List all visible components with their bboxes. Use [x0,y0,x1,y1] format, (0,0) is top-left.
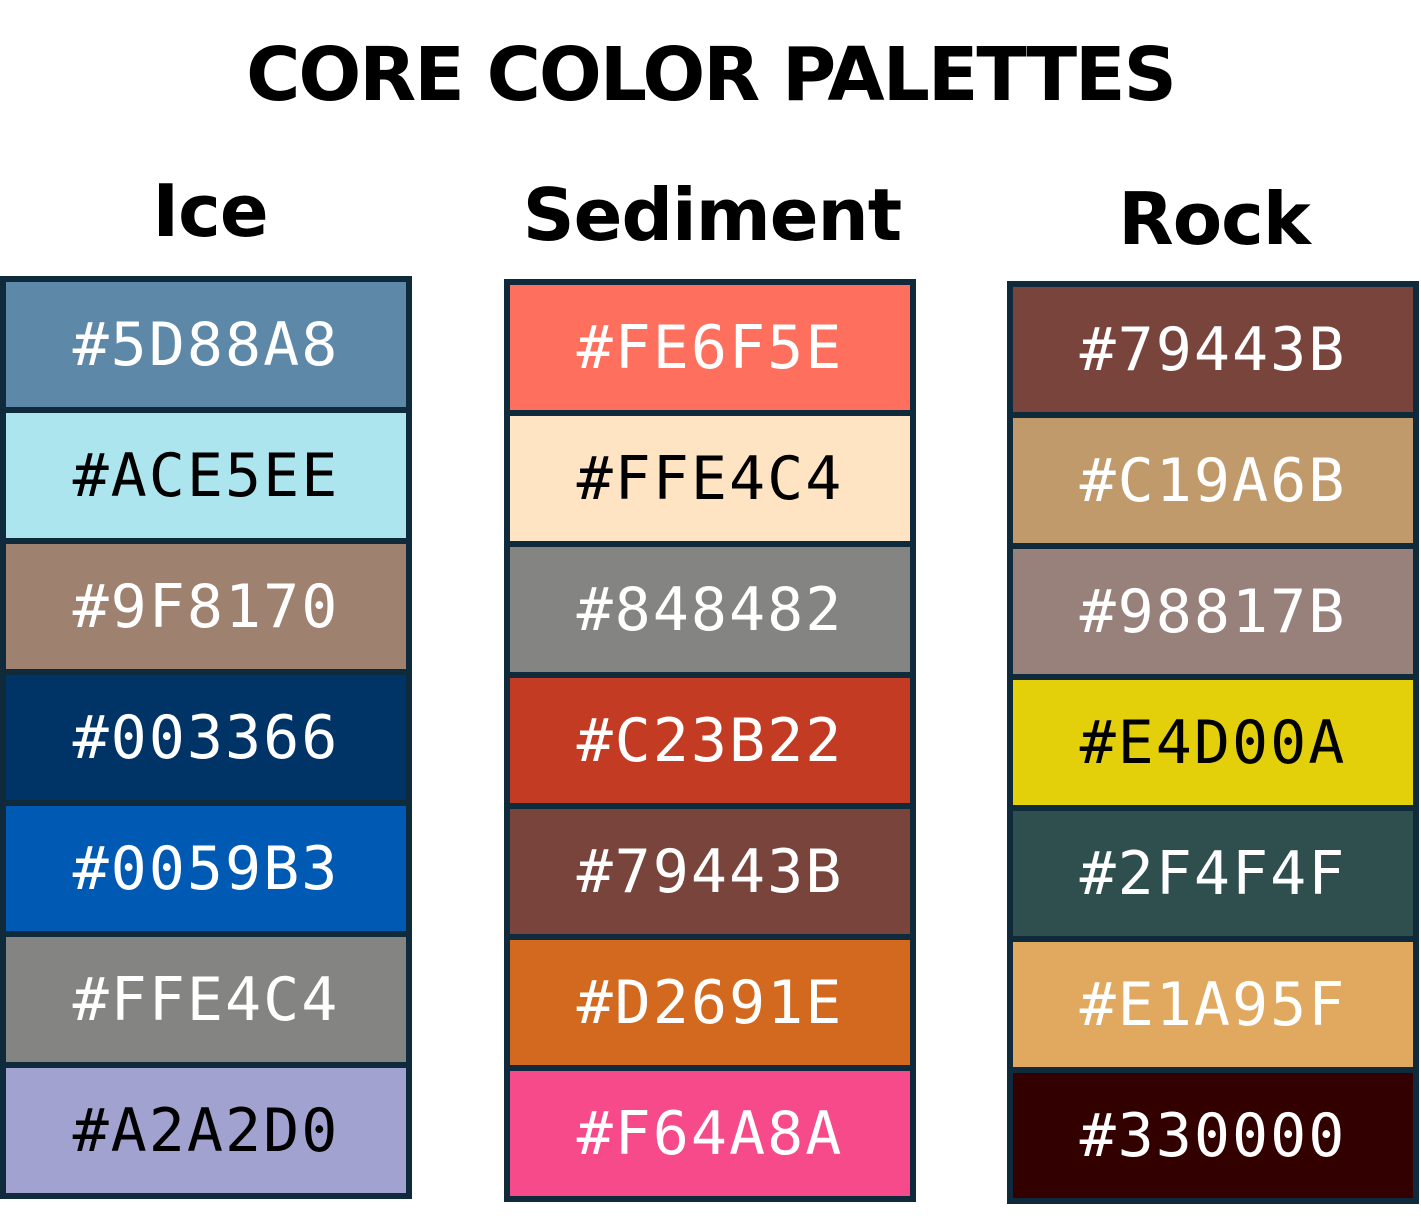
color-swatch: #E1A95F [1013,942,1413,1067]
palette-rock: #79443B #C19A6B #98817B #E4D00A #2F4F4F #E1A9… [1007,281,1419,1204]
swatch-hex-label: #E1A95F [1079,969,1347,1040]
swatch-hex-label: #FE6F5E [576,312,844,383]
swatch-hex-label: #FFE4C4 [576,443,844,514]
color-swatch: #330000 [1013,1073,1413,1198]
color-swatch: #848482 [510,547,910,672]
swatch-hex-label: #C23B22 [576,705,844,776]
swatch-hex-label: #98817B [1079,576,1347,647]
page-title: CORE COLOR PALETTES [246,32,1177,118]
swatch-hex-label: #9F8170 [72,571,340,642]
swatch-hex-label: #79443B [576,836,844,907]
color-swatch: #ACE5EE [6,413,406,538]
color-swatch: #FE6F5E [510,285,910,410]
swatch-hex-label: #5D88A8 [72,309,340,380]
swatch-hex-label: #D2691E [576,967,844,1038]
palette-sediment: #FE6F5E #FFE4C4 #848482 #C23B22 #79443B #D269… [504,279,916,1202]
color-swatch: #79443B [1013,287,1413,412]
swatch-hex-label: #E4D00A [1079,707,1347,778]
color-swatch: #C23B22 [510,678,910,803]
swatch-hex-label: #0059B3 [72,833,340,904]
swatch-hex-label: #79443B [1079,314,1347,385]
color-swatch: #0059B3 [6,806,406,931]
swatch-hex-label: #A2A2D0 [72,1095,340,1166]
palette-title-ice: Ice [152,169,268,253]
color-swatch: #E4D00A [1013,680,1413,805]
color-swatch: #F64A8A [510,1071,910,1196]
swatch-hex-label: #C19A6B [1079,445,1347,516]
color-swatch: #FFE4C4 [6,937,406,1062]
palette-title-sediment: Sediment [522,173,902,257]
swatch-hex-label: #003366 [72,702,340,773]
color-swatch: #003366 [6,675,406,800]
palette-title-rock: Rock [1118,177,1310,261]
swatch-hex-label: #F64A8A [576,1098,844,1169]
color-swatch: #98817B [1013,549,1413,674]
color-swatch: #2F4F4F [1013,811,1413,936]
swatch-hex-label: #FFE4C4 [72,964,340,1035]
color-swatch: #C19A6B [1013,418,1413,543]
palette-ice: #5D88A8 #ACE5EE #9F8170 #003366 #0059B3 #FFE4… [0,276,412,1199]
color-swatch: #5D88A8 [6,282,406,407]
swatch-hex-label: #848482 [576,574,844,645]
swatch-hex-label: #ACE5EE [72,440,340,511]
swatch-hex-label: #2F4F4F [1079,838,1347,909]
color-swatch: #FFE4C4 [510,416,910,541]
color-swatch: #D2691E [510,940,910,1065]
swatch-hex-label: #330000 [1079,1100,1347,1171]
color-swatch: #9F8170 [6,544,406,669]
color-swatch: #79443B [510,809,910,934]
color-swatch: #A2A2D0 [6,1068,406,1193]
